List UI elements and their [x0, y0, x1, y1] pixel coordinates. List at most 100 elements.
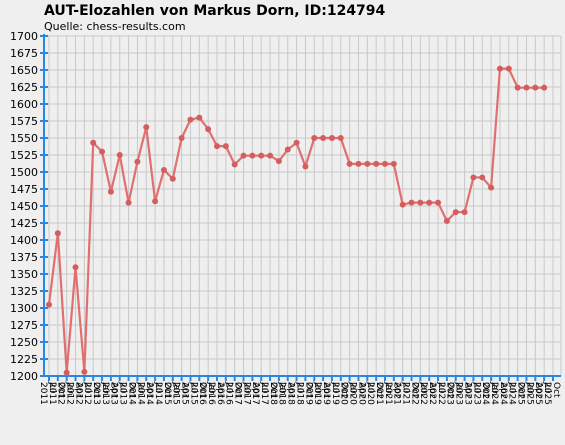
y-tick-label: 1625 [10, 81, 38, 94]
x-tick-label-text: Oct2024 [507, 382, 526, 405]
elo-point [417, 199, 424, 206]
x-tick-month: Apr [109, 382, 119, 398]
x-tick-label-text: Oct2017 [259, 382, 278, 405]
x-tick-month: Jul [471, 381, 481, 393]
x-tick-label-text: Apr2023 [454, 382, 473, 405]
x-tick-label: Jul2021 [392, 381, 411, 405]
x-tick-label-text: Jul2019 [321, 381, 340, 405]
elo-point [452, 209, 459, 216]
x-tick-year: 2025 [542, 382, 552, 405]
x-tick-year: 2013 [109, 382, 119, 405]
x-tick-year: 2012 [73, 382, 83, 405]
x-tick-month: Apr [463, 382, 473, 398]
x-tick-label: Jan2014 [126, 381, 145, 405]
x-tick-month: Oct [445, 382, 455, 398]
x-tick-label: Oct2019 [330, 382, 349, 405]
x-tick-label: Apr2020 [347, 382, 366, 405]
x-tick-year: 2023 [445, 382, 455, 405]
elo-point [178, 135, 185, 141]
elo-point [320, 135, 327, 141]
x-tick-month: Apr [356, 382, 366, 398]
x-tick-label: Apr2016 [206, 382, 225, 405]
x-tick-month: Apr [250, 382, 260, 398]
x-tick-label: Oct2012 [82, 382, 101, 405]
x-tick-label: Apr2021 [383, 382, 402, 405]
x-tick-label-text: Apr2020 [347, 382, 366, 405]
x-tick-month: Apr [321, 382, 331, 398]
chart-title: AUT-Elozahlen von Markus Dorn, ID:124794 [44, 3, 386, 19]
x-tick-year: 2025 [524, 382, 534, 405]
x-tick-month: Jul [436, 381, 446, 393]
x-tick-month: Apr [180, 382, 190, 398]
elo-point [408, 199, 415, 206]
x-tick-year: 2021 [383, 382, 393, 405]
y-tick-label: 1650 [10, 64, 38, 77]
x-tick-month: Jan [489, 381, 499, 396]
x-tick-label-text: Jan2019 [303, 381, 322, 405]
x-tick-year: 2019 [330, 382, 340, 405]
chart-subtitle: Quelle: chess-results.com [44, 20, 186, 33]
x-tick-month: Jan [454, 381, 464, 396]
x-tick-year: 2021 [401, 382, 411, 405]
x-tick-year: 2022 [436, 382, 446, 405]
x-tick-label-text: Apr2019 [312, 382, 331, 405]
elo-series [46, 65, 548, 376]
x-tick-label: Oct2024 [507, 382, 526, 405]
x-tick-month: Oct [303, 382, 313, 398]
x-tick-label-text: Jul2017 [250, 381, 269, 405]
x-tick-label: Jul2012 [73, 381, 92, 405]
elo-point [222, 143, 229, 150]
x-tick-year: 2013 [91, 382, 101, 405]
elo-point [240, 152, 247, 159]
x-tick-label: Oct2016 [224, 382, 243, 405]
elo-point [160, 166, 167, 173]
x-tick-label: Jul2016 [215, 381, 234, 405]
x-tick-month: Jan [348, 381, 358, 396]
x-tick-year: 2021 [392, 382, 402, 405]
x-tick-label-text: Oct2020 [365, 382, 384, 405]
elo-point [293, 139, 300, 146]
y-tick-label: 1575 [10, 115, 38, 128]
x-tick-month: Jan [418, 381, 428, 396]
x-tick-label-text: Jul2012 [73, 381, 92, 405]
x-tick-label-text: Jul2024 [498, 381, 517, 405]
x-tick-label: Oct2018 [294, 382, 313, 405]
y-tick-label: 1475 [10, 183, 38, 196]
elo-point [390, 160, 397, 167]
y-tick-label: 1375 [10, 251, 38, 264]
x-tick-month: Jul [542, 381, 552, 393]
x-tick-year: 2019 [321, 382, 331, 405]
elo-point [488, 184, 495, 191]
y-tick-label: 1200 [10, 370, 38, 383]
x-tick-month: Jul [401, 381, 411, 393]
x-tick-year: 2020 [356, 382, 366, 405]
x-tick-label-text: Jan2023 [445, 381, 464, 405]
elo-point [496, 65, 503, 72]
x-tick-label: Apr2013 [100, 382, 119, 405]
elo-point [99, 148, 106, 155]
elo-point [505, 65, 512, 72]
y-tick-label: 1250 [10, 336, 38, 349]
x-tick-label: Oct2013 [118, 382, 137, 405]
x-tick-month: Oct [127, 382, 137, 398]
x-tick-label-text: Jan2025 [515, 381, 534, 405]
x-tick-label-text: Oct2014 [153, 382, 172, 405]
x-tick-label: Jul2023 [462, 381, 481, 405]
y-tick-label: 1350 [10, 268, 38, 281]
y-tick-label: 1675 [10, 47, 38, 60]
x-tick-year: 2024 [498, 382, 508, 405]
x-tick-month: Oct [339, 382, 349, 398]
elo-point [532, 84, 539, 91]
x-tick-label: Oct2014 [153, 382, 172, 405]
x-tick-month: Apr [144, 382, 154, 398]
x-tick-year: 2024 [489, 382, 499, 405]
elo-point [426, 199, 433, 206]
x-tick-month: Jan [100, 381, 110, 396]
x-tick-month: Apr [74, 382, 84, 398]
y-tick-label: 1600 [10, 98, 38, 111]
x-tick-label: Apr2018 [277, 382, 296, 405]
x-tick-label: Apr2017 [241, 382, 260, 405]
x-tick-label: Jul2011 [38, 381, 57, 405]
x-tick-month: Oct [268, 382, 278, 398]
x-tick-year: 2017 [233, 382, 243, 405]
